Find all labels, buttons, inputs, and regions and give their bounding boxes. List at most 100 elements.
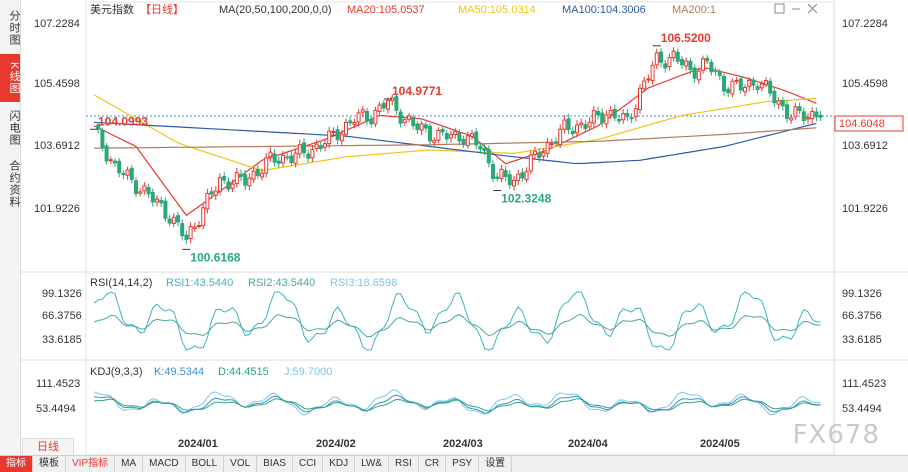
candle-body <box>239 173 243 177</box>
candle <box>176 211 180 227</box>
candle-body <box>713 69 718 72</box>
candle-body <box>680 59 684 66</box>
candle <box>780 96 785 111</box>
candle-body <box>596 110 600 116</box>
toolbar-boll[interactable]: BOLL <box>186 456 225 472</box>
candle <box>533 146 537 159</box>
candle-body <box>738 78 743 91</box>
toolbar-macd[interactable]: MACD <box>143 456 186 472</box>
close-icon[interactable] <box>807 3 818 14</box>
candle <box>285 152 290 161</box>
candle-body <box>285 156 290 159</box>
restore-icon[interactable] <box>774 3 785 14</box>
candle <box>306 149 311 163</box>
toolbar-psy[interactable]: PSY <box>446 456 480 472</box>
candle <box>730 78 735 98</box>
ma-settings[interactable]: MA(20,50,100,200,0,0) <box>219 4 332 16</box>
candle <box>680 55 684 69</box>
tick-label: 101.9226 <box>34 203 80 215</box>
candle-body <box>188 226 193 240</box>
candle-body <box>730 80 735 95</box>
candle <box>310 144 315 162</box>
candle-body <box>419 123 424 131</box>
toolbar-indicators[interactable]: 指标 <box>0 456 33 472</box>
kdj-k-line <box>93 394 821 414</box>
candle <box>436 127 441 144</box>
candle <box>297 140 302 159</box>
candle <box>146 183 151 199</box>
candle <box>218 173 222 196</box>
candle-body <box>759 83 764 89</box>
tick-label: 33.6185 <box>42 334 82 346</box>
candle <box>470 129 474 141</box>
candle-body <box>625 113 630 117</box>
candle <box>398 109 403 128</box>
candle-body <box>562 119 567 130</box>
candle-body <box>213 190 218 196</box>
tab-contract-info[interactable]: 合约资料 <box>8 160 20 208</box>
candle-body <box>381 102 386 109</box>
toolbar-vip-indicators[interactable]: VIP指标 <box>66 456 116 472</box>
candle-body <box>478 145 483 150</box>
tab-kline[interactable]: K线图 <box>0 54 20 102</box>
tab-timeshare[interactable]: 分时图 <box>8 10 20 46</box>
candle-body <box>549 143 554 146</box>
candle <box>705 55 710 64</box>
toolbar-rsi[interactable]: RSI <box>389 456 419 472</box>
candle-body <box>667 57 672 68</box>
candle <box>759 80 764 92</box>
toolbar-templates[interactable]: 模板 <box>33 456 66 472</box>
candle <box>772 87 777 107</box>
price-chart[interactable]: 美元指数 【日线】 MA(20,50,100,200,0,0) MA20:105… <box>20 0 908 455</box>
candle <box>545 137 550 158</box>
candle <box>755 83 760 94</box>
candle <box>348 117 353 127</box>
candle-body <box>260 172 264 178</box>
candle-body <box>247 177 252 187</box>
toolbar-settings[interactable]: 设置 <box>479 456 513 472</box>
candle <box>629 113 634 124</box>
candle-body <box>436 130 441 141</box>
candle <box>339 129 344 145</box>
period-selector[interactable]: 日线 <box>22 438 74 456</box>
candle-body <box>701 58 705 71</box>
toolbar-bias[interactable]: BIAS <box>257 456 293 472</box>
candle <box>302 138 306 158</box>
rsi2-value: RSI2:43.5440 <box>248 277 315 289</box>
toolbar-cr[interactable]: CR <box>419 456 447 472</box>
candle-body <box>747 79 752 87</box>
candle <box>801 107 806 125</box>
candle-body <box>617 119 621 122</box>
candle-body <box>125 169 130 176</box>
toolbar-lw[interactable]: LW& <box>355 456 390 472</box>
candle-body <box>377 104 382 112</box>
candle-body <box>222 175 227 181</box>
candle-body <box>293 152 298 164</box>
candle-body <box>113 160 117 164</box>
extreme-label: 106.5200 <box>661 31 711 45</box>
candle-body <box>772 90 777 104</box>
kdj-j-value: J:59.7000 <box>284 366 332 378</box>
candle <box>675 48 680 65</box>
candle-body <box>96 124 101 130</box>
candle <box>726 86 731 97</box>
candle-body <box>646 78 651 81</box>
candle <box>688 57 693 75</box>
candle-body <box>579 122 584 126</box>
candle <box>344 118 348 138</box>
candle-body <box>709 61 714 73</box>
candle-body <box>751 79 756 86</box>
candle <box>507 170 512 190</box>
toolbar-vol[interactable]: VOL <box>224 456 258 472</box>
candle-body <box>785 104 789 119</box>
date-label: 2024/04 <box>568 438 609 450</box>
tab-lightning[interactable]: 闪电图 <box>8 110 20 146</box>
toolbar-kdj[interactable]: KDJ <box>323 456 356 472</box>
tick-label: 99.1326 <box>842 288 882 300</box>
candle-body <box>323 143 327 148</box>
toolbar-cci[interactable]: CCI <box>293 456 324 472</box>
toolbar-ma[interactable]: MA <box>115 456 144 472</box>
kdj-d-value: D:44.4515 <box>218 366 269 378</box>
candle <box>104 142 109 165</box>
candle <box>230 179 235 192</box>
